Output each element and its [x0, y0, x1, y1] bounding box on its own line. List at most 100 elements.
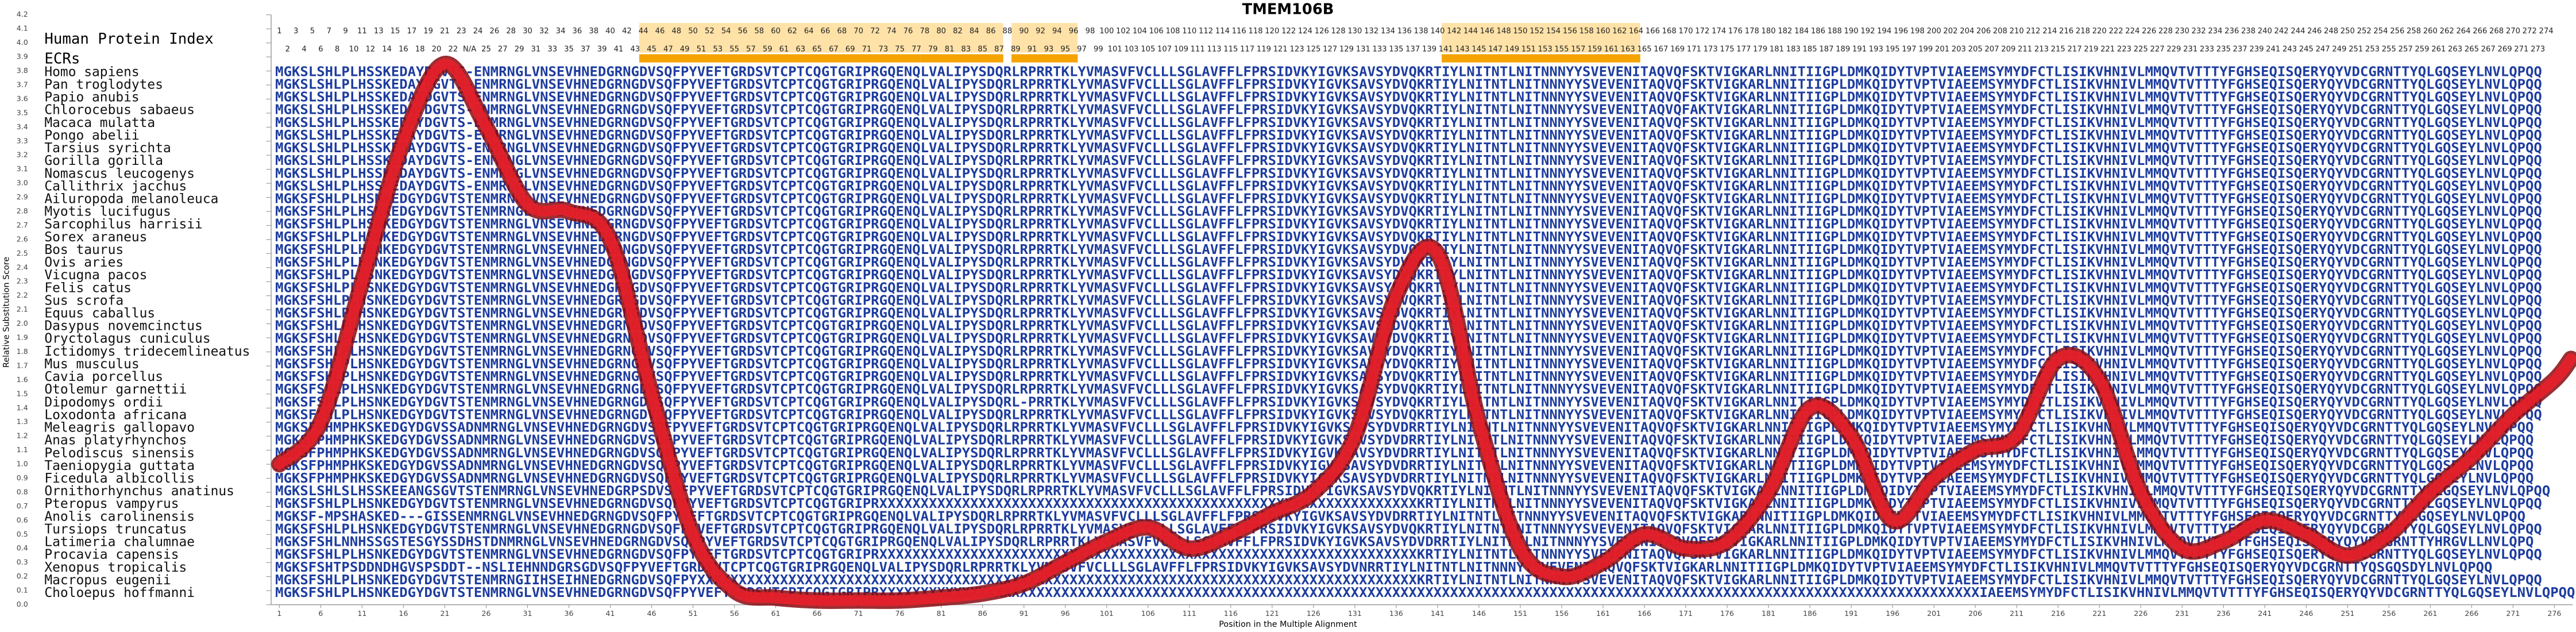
index-label: 14 [382, 45, 392, 53]
y-tick-label: 4.1 [17, 24, 28, 33]
index-label: 89 [1011, 45, 1021, 53]
index-label: 87 [994, 45, 1004, 53]
index-label: 154 [1546, 27, 1561, 36]
index-label: 259 [2415, 45, 2429, 53]
index-label: 193 [1869, 45, 1883, 53]
index-label: 26 [490, 27, 500, 36]
index-label: 65 [812, 45, 822, 53]
x-tick-label: 251 [2341, 609, 2354, 618]
y-tick-label: 2.4 [17, 263, 28, 271]
index-label: 108 [1165, 27, 1180, 36]
ecr-highlight [920, 23, 1003, 53]
x-tick-label: 26 [481, 609, 491, 618]
sequence: MGKSFSHLPLHSNKEDGYDGVTSTENMRNGLVNSEVHNED… [275, 319, 2542, 334]
sequence: MGKSFSHTPSDDNDHGVSPSDDT--NSLIEHNNDGRSGDV… [275, 560, 2492, 575]
species-name: Choloepus hoffmanni [44, 585, 195, 600]
sequence: MGKSFSHLPLHSNKEDGYDGVTSTENMRNGLVNSEVHNED… [275, 548, 2542, 562]
index-label: 195 [1886, 45, 1900, 53]
species-name: Macaca mulatta [44, 115, 155, 130]
index-label: 137 [1405, 45, 1420, 53]
index-label: 83 [961, 45, 971, 53]
index-label: 265 [2465, 45, 2479, 53]
y-tick-label: 2.1 [17, 305, 28, 314]
index-label: 258 [2407, 27, 2421, 36]
index-label: 208 [1993, 27, 2007, 36]
species-name: Pelodiscus sinensis [44, 446, 195, 461]
x-tick-label: 176 [1720, 609, 1734, 618]
y-tick-label: 2.8 [17, 207, 28, 215]
index-label: 60 [771, 27, 781, 36]
sequence: MGKSLSHLPLHSSKEDAYDGVTS-ENMRNGLVNSEVHNED… [275, 103, 2542, 118]
x-tick-label: 261 [2423, 609, 2437, 618]
index-label: 8 [335, 45, 339, 53]
index-label: 20 [432, 45, 442, 53]
index-label: 175 [1720, 45, 1735, 53]
x-tick-label: 161 [1596, 609, 1610, 618]
species-name: Sorex araneus [44, 230, 147, 245]
y-tick-label: 3.6 [17, 94, 28, 103]
index-label: 173 [1704, 45, 1718, 53]
index-label: 274 [2539, 27, 2553, 36]
sequence: MGKSFSHLPLHSNKEDGYDGVTSTENMRNGLVNSEVHNED… [275, 306, 2542, 321]
sequence: MGKSLSHLPLHSSKEDAYDGVTS-ENMRNGLVNSEVHNED… [275, 166, 2542, 181]
index-label: 106 [1149, 27, 1164, 36]
index-label: 111 [1191, 45, 1205, 53]
x-tick-label: 186 [1803, 609, 1817, 618]
index-label: 44 [639, 27, 648, 36]
index-label: 100 [1099, 27, 1114, 36]
y-tick-label: 2.0 [17, 319, 28, 327]
sequence: MGKSFSHLPLHSNKEDGYDGVTSTENMRNGLVNSEVHNED… [275, 191, 2542, 206]
index-label: 182 [1778, 27, 1792, 36]
species-name: Ficedula albicollis [44, 471, 195, 486]
index-label: 226 [2142, 27, 2156, 36]
index-label: 251 [2349, 45, 2363, 53]
index-label: 262 [2440, 27, 2454, 36]
index-label: 114 [1215, 27, 1230, 36]
index-label: 23 [457, 27, 466, 36]
index-label: 52 [705, 27, 715, 36]
index-label: 214 [2042, 27, 2057, 36]
sequence: MGKSLSHLSLHSSKEEANGSGVTSTENMRNGLVNSEVHNE… [275, 484, 2550, 499]
x-tick-label: 236 [2216, 609, 2230, 618]
sequence: MGKSFSHLPLHSNKEDGYDGVTSTENMRNGLVNSEVHNED… [275, 217, 2542, 232]
index-label: 59 [763, 45, 773, 53]
x-tick-label: 96 [1061, 609, 1070, 618]
y-tick-label: 0.2 [17, 572, 28, 580]
index-label: 77 [912, 45, 921, 53]
species-name: Oryctolagus cuniculus [44, 332, 210, 346]
index-label: 228 [2158, 27, 2173, 36]
y-tick-label: 0.8 [17, 487, 28, 496]
index-label: 255 [2382, 45, 2396, 53]
x-tick-label: 61 [771, 609, 781, 618]
index-label: 221 [2100, 45, 2115, 53]
y-tick-label: 2.3 [17, 277, 28, 286]
index-label: 218 [2076, 27, 2090, 36]
index-label: 242 [2274, 27, 2289, 36]
index-label: 96 [1069, 27, 1079, 36]
index-label: 197 [1902, 45, 1916, 53]
index-label: 202 [1943, 27, 1957, 36]
index-label: 104 [1133, 27, 1147, 36]
species-name: Pongo abelii [44, 128, 139, 143]
index-label: 152 [1530, 27, 1544, 36]
y-tick-label: 1.3 [17, 417, 28, 426]
index-label: 203 [1952, 45, 1966, 53]
index-label: 160 [1596, 27, 1610, 36]
index-label: 11 [357, 27, 367, 36]
index-label: 27 [498, 45, 508, 53]
species-name: Taeniopygia guttata [44, 458, 195, 473]
ecr-bar [1011, 54, 1078, 63]
index-label: 159 [1588, 45, 1602, 53]
index-label: 138 [1414, 27, 1428, 36]
y-tick-label: 0.0 [17, 600, 28, 608]
index-label: 246 [2307, 27, 2322, 36]
index-label: 172 [1695, 27, 1709, 36]
index-label: 109 [1174, 45, 1188, 53]
index-label: 140 [1430, 27, 1445, 36]
chart-title: TMEM106B [1242, 1, 1334, 18]
x-tick-label: 21 [440, 609, 449, 618]
index-label: 234 [2208, 27, 2222, 36]
index-label: 177 [1736, 45, 1751, 53]
index-label: 153 [1538, 45, 1552, 53]
index-label: 230 [2175, 27, 2189, 36]
